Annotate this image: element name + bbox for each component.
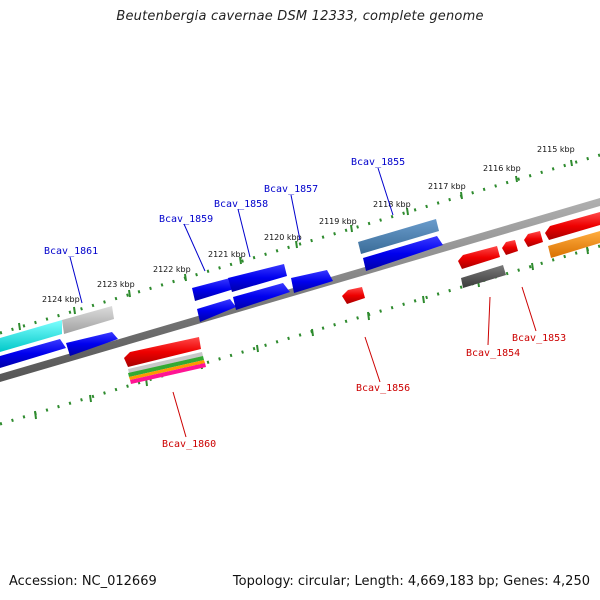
kbp-label: 2122 kbp — [153, 265, 191, 274]
leader-lines — [69, 167, 537, 438]
gene-cyan-1862 — [0, 320, 62, 352]
gene-blue-1855 — [363, 236, 443, 271]
gene-darkgray-1854 — [461, 265, 506, 288]
gene-label-bcav-1856: Bcav_1856 — [356, 383, 410, 394]
gene-blue-1862b — [0, 339, 66, 368]
accession-text: Accession: NC_012669 — [9, 574, 157, 589]
gene-labels: Bcav_1855 Bcav_1857 Bcav_1858 Bcav_1859 … — [44, 157, 566, 450]
kbp-label: 2121 kbp — [208, 250, 246, 259]
gene-red-1854a — [458, 246, 500, 269]
kbp-label: 2119 kbp — [319, 217, 357, 226]
kbp-label: 2116 kbp — [483, 164, 521, 173]
gene-orange-1852 — [548, 231, 600, 258]
gene-blue-1858b — [233, 283, 290, 310]
kbp-label: 2124 kbp — [42, 295, 80, 304]
gene-blue-1859a — [192, 278, 234, 301]
genome-summary-text: Topology: circular; Length: 4,669,183 bp… — [232, 574, 590, 589]
forward-genes — [0, 219, 443, 368]
kbp-label: 2115 kbp — [537, 145, 575, 154]
gene-label-bcav-1859: Bcav_1859 — [159, 214, 213, 225]
gene-red-1853b — [524, 231, 543, 247]
gene-label-bcav-1855: Bcav_1855 — [351, 157, 405, 168]
lower-scale-ruler — [0, 244, 600, 426]
gene-label-bcav-1853: Bcav_1853 — [512, 333, 566, 344]
upper-scale-ruler — [0, 153, 600, 335]
kbp-label: 2123 kbp — [97, 280, 135, 289]
stripe-green — [128, 356, 204, 377]
stripe-orange — [129, 360, 205, 380]
gene-label-bcav-1857: Bcav_1857 — [264, 184, 318, 195]
gene-label-bcav-1854: Bcav_1854 — [466, 348, 520, 359]
reverse-genes — [124, 212, 600, 384]
gene-blue-1859b — [197, 299, 236, 322]
gene-red-1852 — [545, 212, 600, 240]
map-title: Beutenbergia cavernae DSM 12333, complet… — [116, 9, 484, 24]
stripe-magenta — [130, 363, 206, 384]
kbp-label: 2118 kbp — [373, 200, 411, 209]
gene-red-1860 — [124, 337, 201, 367]
gene-blue-1858 — [228, 264, 287, 292]
gene-label-bcav-1858: Bcav_1858 — [214, 199, 268, 210]
gene-label-bcav-1860: Bcav_1860 — [162, 439, 216, 450]
kbp-label: 2120 kbp — [264, 233, 302, 242]
stripe-gray — [128, 352, 203, 373]
kbp-labels: 2115 kbp 2116 kbp 2117 kbp 2118 kbp 2119… — [42, 145, 575, 304]
gene-red-1856 — [342, 287, 365, 304]
gene-steel-1855 — [358, 219, 439, 254]
kbp-label: 2117 kbp — [428, 182, 466, 191]
gene-red-1853a — [502, 240, 518, 255]
gene-blue-1861 — [66, 332, 118, 356]
gene-label-bcav-1861: Bcav_1861 — [44, 246, 98, 257]
gene-blue-1857 — [291, 270, 333, 293]
gene-gray-1861b — [62, 306, 114, 334]
